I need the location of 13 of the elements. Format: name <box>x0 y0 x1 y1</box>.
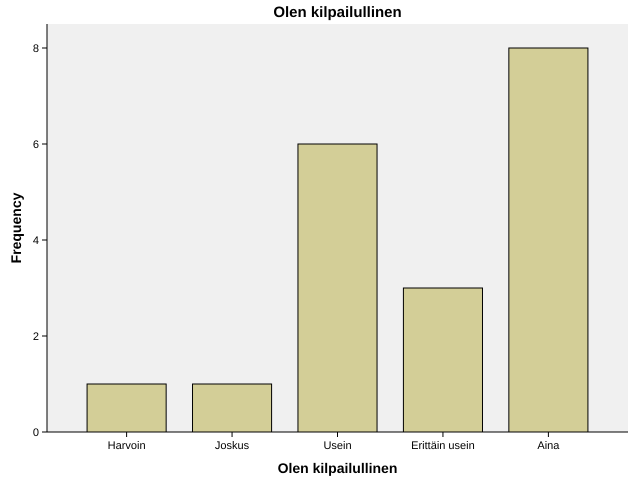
y-tick-label: 2 <box>32 330 39 343</box>
x-tick-label: Joskus <box>214 440 250 452</box>
y-tick-label: 6 <box>32 138 39 151</box>
y-tick-label: 8 <box>32 42 39 55</box>
x-tick-label: Usein <box>323 440 352 452</box>
y-axis-title: Frequency <box>8 192 24 264</box>
x-tick-label: Aina <box>537 440 560 452</box>
x-axis-title: Olen kilpailullinen <box>278 460 398 476</box>
y-tick-label: 4 <box>32 234 39 247</box>
x-tick-label: Harvoin <box>108 440 146 452</box>
chart-title: Olen kilpailullinen <box>273 4 402 21</box>
x-tick-label: Erittäin usein <box>411 440 475 452</box>
y-tick-label: 0 <box>32 426 39 439</box>
